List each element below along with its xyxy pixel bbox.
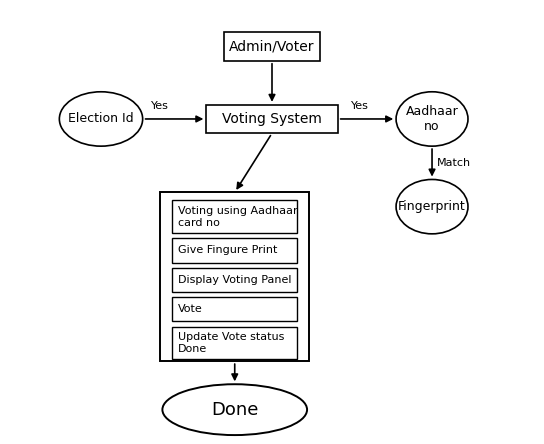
Text: Update Vote status
Done: Update Vote status Done	[177, 332, 284, 354]
Text: Yes: Yes	[351, 101, 369, 111]
Ellipse shape	[396, 179, 468, 234]
FancyBboxPatch shape	[172, 200, 297, 233]
FancyBboxPatch shape	[160, 192, 310, 361]
Text: Give Fingure Print: Give Fingure Print	[177, 246, 277, 255]
FancyBboxPatch shape	[224, 32, 320, 61]
FancyBboxPatch shape	[172, 327, 297, 360]
Text: Fingerprint: Fingerprint	[398, 200, 466, 213]
Ellipse shape	[163, 384, 307, 435]
Text: Match: Match	[437, 158, 472, 168]
Text: Yes: Yes	[151, 101, 169, 111]
Text: Voting System: Voting System	[222, 112, 322, 126]
FancyBboxPatch shape	[172, 268, 297, 292]
FancyBboxPatch shape	[172, 297, 297, 321]
Text: Voting using Aadhaar
card no: Voting using Aadhaar card no	[177, 206, 297, 227]
Text: Aadhaar
no: Aadhaar no	[406, 105, 459, 133]
Text: Display Voting Panel: Display Voting Panel	[177, 275, 291, 285]
Ellipse shape	[59, 92, 143, 146]
Ellipse shape	[396, 92, 468, 146]
Text: Admin/Voter: Admin/Voter	[229, 40, 315, 54]
Text: Election Id: Election Id	[68, 112, 134, 126]
Text: Vote: Vote	[177, 304, 202, 314]
FancyBboxPatch shape	[206, 105, 338, 133]
Text: Done: Done	[211, 400, 258, 419]
FancyBboxPatch shape	[172, 238, 297, 262]
